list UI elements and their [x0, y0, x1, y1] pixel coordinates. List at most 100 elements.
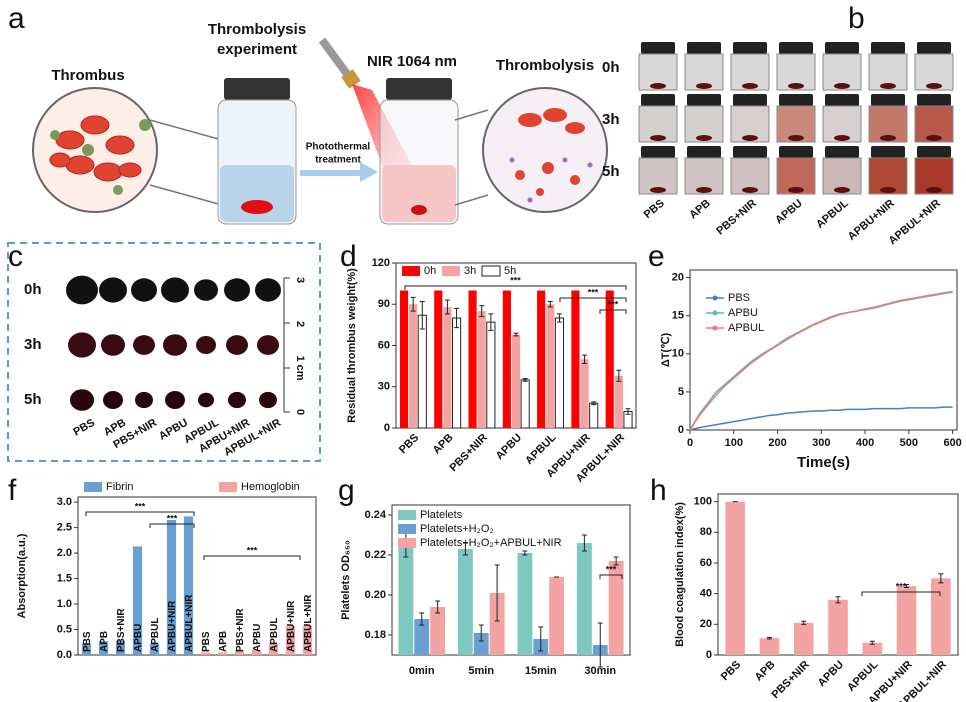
- fragments: [515, 108, 585, 196]
- vial-cap: [779, 146, 813, 158]
- clot: [224, 278, 250, 302]
- y-tick-label: 10: [672, 348, 684, 360]
- legend-label: 3h: [464, 265, 476, 277]
- legend-marker: [712, 325, 718, 331]
- bar: [81, 643, 92, 655]
- vial-cap: [641, 42, 675, 54]
- y-tick-label: 1.5: [57, 572, 72, 584]
- x-tick-label: APB: [218, 631, 229, 652]
- legend-label: Hemoglobin: [241, 481, 300, 493]
- bar: [589, 402, 599, 429]
- x-tick-label: PBS: [397, 432, 421, 456]
- y-tick-label: 5: [678, 386, 684, 398]
- clot: [834, 83, 850, 89]
- significance: ***: [135, 501, 146, 511]
- significance: ***: [247, 545, 258, 555]
- bar: [546, 304, 555, 428]
- legend-marker: [712, 295, 718, 301]
- bar: [605, 290, 614, 428]
- x-tick-label: 500: [900, 437, 918, 449]
- y-tick-label: 0: [678, 424, 684, 436]
- y-axis-label: Blood coagulation index(%): [674, 502, 686, 647]
- plot-frame: [689, 269, 958, 431]
- error-bar: [419, 301, 425, 330]
- clot: [99, 277, 127, 303]
- label: Thrombus: [51, 67, 124, 84]
- legend-swatch: [442, 266, 460, 276]
- significance: ***: [167, 513, 178, 523]
- row-label: 3h: [24, 336, 42, 353]
- error-bar: [410, 296, 416, 312]
- x-tick-label: PBS: [719, 659, 743, 683]
- zoom-lines: [454, 109, 489, 206]
- error-bar: [938, 573, 944, 584]
- clot: [880, 83, 896, 89]
- error-bar: [479, 305, 485, 318]
- error-bar: [582, 354, 588, 364]
- error-bar: [522, 550, 528, 556]
- x-tick-label: APB: [99, 631, 110, 652]
- ruler-label: 2: [294, 321, 306, 327]
- vial: [822, 105, 862, 143]
- vial: [822, 157, 862, 195]
- clot: [255, 278, 281, 302]
- column-label: PBS+NIR: [714, 197, 759, 237]
- vial-cap: [871, 94, 905, 106]
- bar: [443, 307, 452, 428]
- vial-cap: [687, 146, 721, 158]
- row-label: 0h: [24, 281, 42, 298]
- y-tick-label: 0.22: [365, 549, 386, 561]
- bar: [554, 317, 564, 429]
- column-label: APBUL: [814, 197, 851, 231]
- x-tick-label: 100: [725, 437, 743, 449]
- bar: [517, 553, 533, 655]
- vial-cap: [733, 146, 767, 158]
- legend-swatch: [398, 538, 416, 548]
- x-tick-label: PBS+NIR: [116, 608, 127, 652]
- laser-head: [341, 69, 361, 89]
- clot: [198, 392, 214, 408]
- clot: [135, 391, 153, 409]
- panel-label: b: [848, 2, 865, 35]
- bar: [537, 290, 546, 428]
- legend-swatch: [402, 266, 420, 276]
- clot: [788, 135, 804, 141]
- clot: [259, 391, 277, 409]
- legend-label: Platelets+H₂O₂+APBUL+NIR: [420, 537, 562, 549]
- vial-cap: [917, 42, 951, 54]
- bar: [417, 314, 427, 429]
- x-tick-label: APBUL: [150, 618, 161, 652]
- label: Thrombolysis: [496, 57, 594, 74]
- bar: [571, 290, 580, 428]
- bar: [98, 641, 109, 655]
- column-label: PBS: [642, 197, 667, 221]
- significance: ***: [608, 299, 619, 309]
- x-tick-label: 0: [687, 437, 693, 449]
- row-label: 5h: [24, 391, 42, 408]
- bar: [285, 625, 296, 655]
- vial-cap: [386, 78, 452, 100]
- bar: [576, 543, 592, 655]
- significance: ***: [896, 581, 907, 591]
- y-axis-label: Platelets OD₆₅₀: [340, 540, 352, 620]
- clot: [742, 135, 758, 141]
- x-tick-label: PBS: [201, 631, 212, 652]
- bar: [200, 652, 211, 655]
- y-tick-label: 0: [384, 422, 390, 434]
- panel-label: a: [8, 2, 25, 35]
- bar: [511, 334, 521, 428]
- significance: ***: [588, 287, 599, 297]
- vial-cap: [779, 94, 813, 106]
- liquid: [220, 165, 294, 222]
- bar: [862, 642, 883, 655]
- x-tick-label: 5min: [468, 665, 494, 677]
- clot: [696, 83, 712, 89]
- bar: [302, 625, 313, 655]
- fiber: [318, 37, 354, 81]
- legend-label: 0h: [424, 265, 436, 277]
- bar: [896, 586, 917, 655]
- clot: [68, 332, 96, 358]
- x-tick-label: APB: [753, 659, 778, 684]
- legend-marker: [712, 310, 718, 316]
